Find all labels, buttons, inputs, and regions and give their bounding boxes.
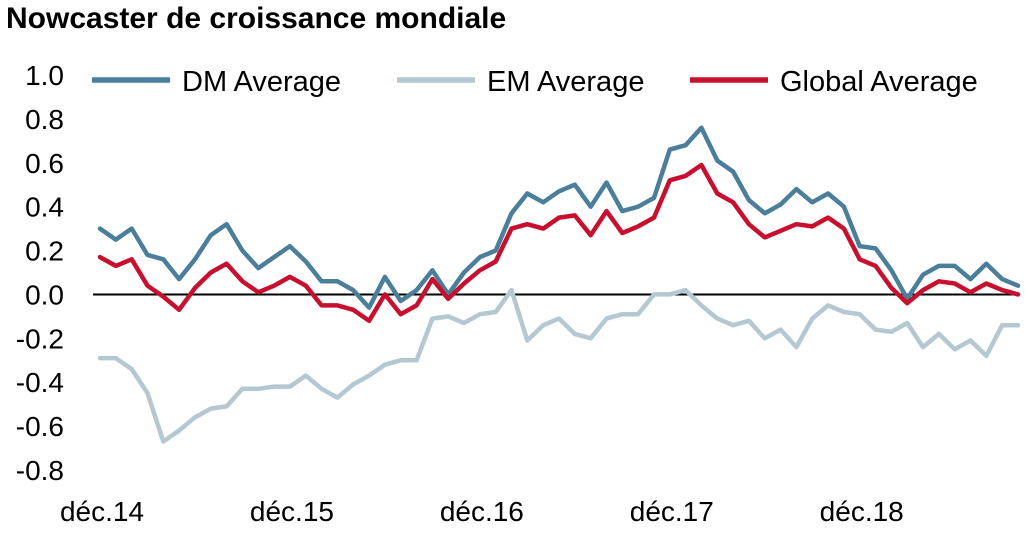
- series-line-global-average: [97, 162, 1021, 324]
- series-line-dm-average: [97, 125, 1021, 310]
- legend-label: DM Average: [182, 66, 341, 98]
- y-tick-label: 1.0: [25, 60, 64, 91]
- x-axis: déc.14 déc.15 déc.16 déc.17 déc.18: [60, 496, 904, 527]
- legend-label: EM Average: [487, 66, 644, 98]
- legend: DM Average EM Average Global Average: [92, 66, 978, 98]
- y-tick-label: -0.2: [16, 323, 64, 354]
- x-tick-label: déc.18: [820, 496, 904, 527]
- y-tick-label: 0.8: [25, 104, 64, 135]
- y-tick-label: 0.4: [25, 192, 64, 223]
- chart-title: Nowcaster de croissance mondiale: [6, 2, 507, 35]
- y-tick-label: -0.8: [16, 455, 64, 486]
- y-tick-label: 0.6: [25, 148, 64, 179]
- x-tick-label: déc.16: [440, 496, 524, 527]
- y-tick-label: 0.2: [25, 236, 64, 267]
- x-tick-label: déc.15: [250, 496, 334, 527]
- x-tick-label: déc.17: [630, 496, 714, 527]
- y-tick-label: -0.6: [16, 411, 64, 442]
- y-tick-label: 0.0: [25, 279, 64, 310]
- x-tick-label: déc.14: [60, 496, 144, 527]
- legend-label: Global Average: [780, 66, 978, 98]
- series-layer: [97, 125, 1021, 444]
- series-line-em-average: [97, 287, 1021, 444]
- y-tick-label: -0.4: [16, 367, 64, 398]
- y-axis: 1.0 0.8 0.6 0.4 0.2 0.0 -0.2 -0.4 -0.6 -0.8: [16, 60, 64, 486]
